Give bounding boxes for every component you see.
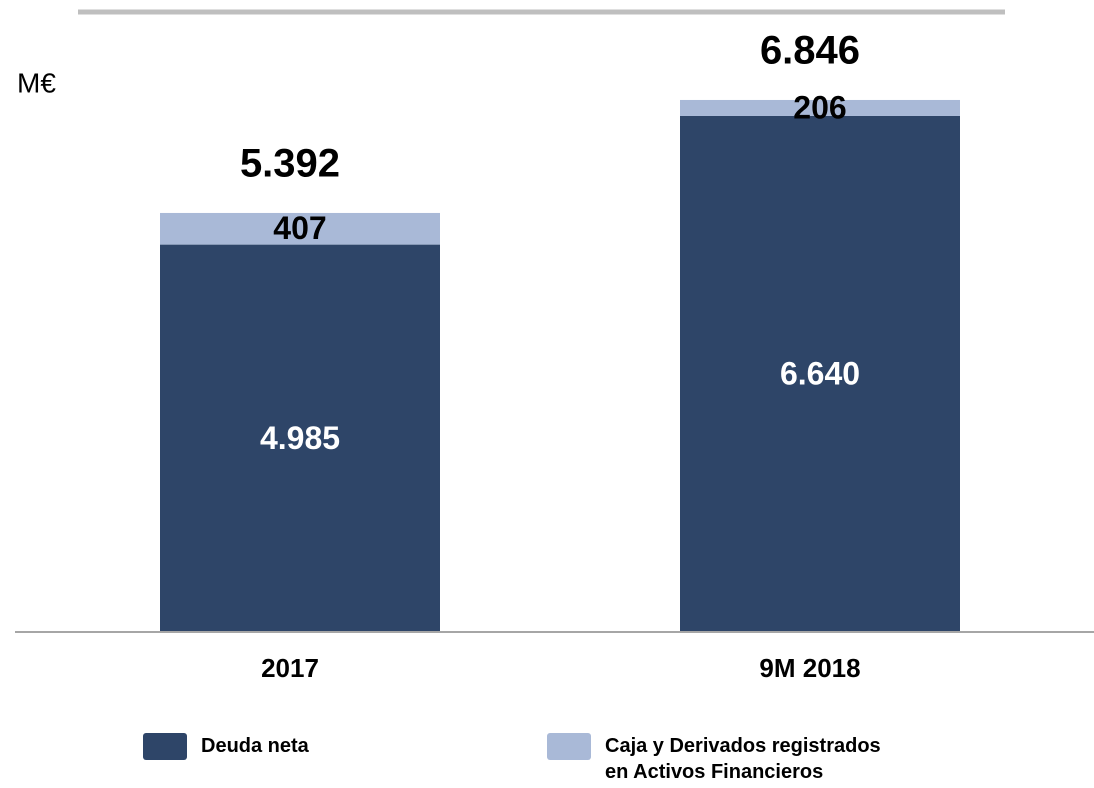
legend-swatch bbox=[547, 733, 591, 760]
total-label: 5.392 bbox=[240, 142, 340, 186]
x-tick-label: 9M 2018 bbox=[759, 653, 860, 683]
bar-segment bbox=[680, 115, 960, 632]
legend-item: Deuda neta bbox=[143, 733, 309, 760]
legend-label: Caja y Derivados registrados en Activos … bbox=[605, 735, 881, 783]
legend-swatch bbox=[143, 733, 187, 760]
x-tick-label: 2017 bbox=[261, 653, 319, 683]
value-label: 4.985 bbox=[260, 420, 340, 456]
value-label: 407 bbox=[273, 210, 326, 246]
value-label: 206 bbox=[793, 89, 846, 125]
bar-segment bbox=[160, 244, 440, 632]
legend-label: Deuda neta bbox=[201, 735, 309, 757]
bar-segment bbox=[160, 212, 440, 245]
bar-segment bbox=[680, 99, 960, 116]
total-label: 6.846 bbox=[760, 29, 860, 73]
unit-label: M€ bbox=[17, 67, 56, 98]
legend-item: Caja y Derivados registrados en Activos … bbox=[547, 733, 907, 785]
value-label: 6.640 bbox=[780, 355, 860, 391]
